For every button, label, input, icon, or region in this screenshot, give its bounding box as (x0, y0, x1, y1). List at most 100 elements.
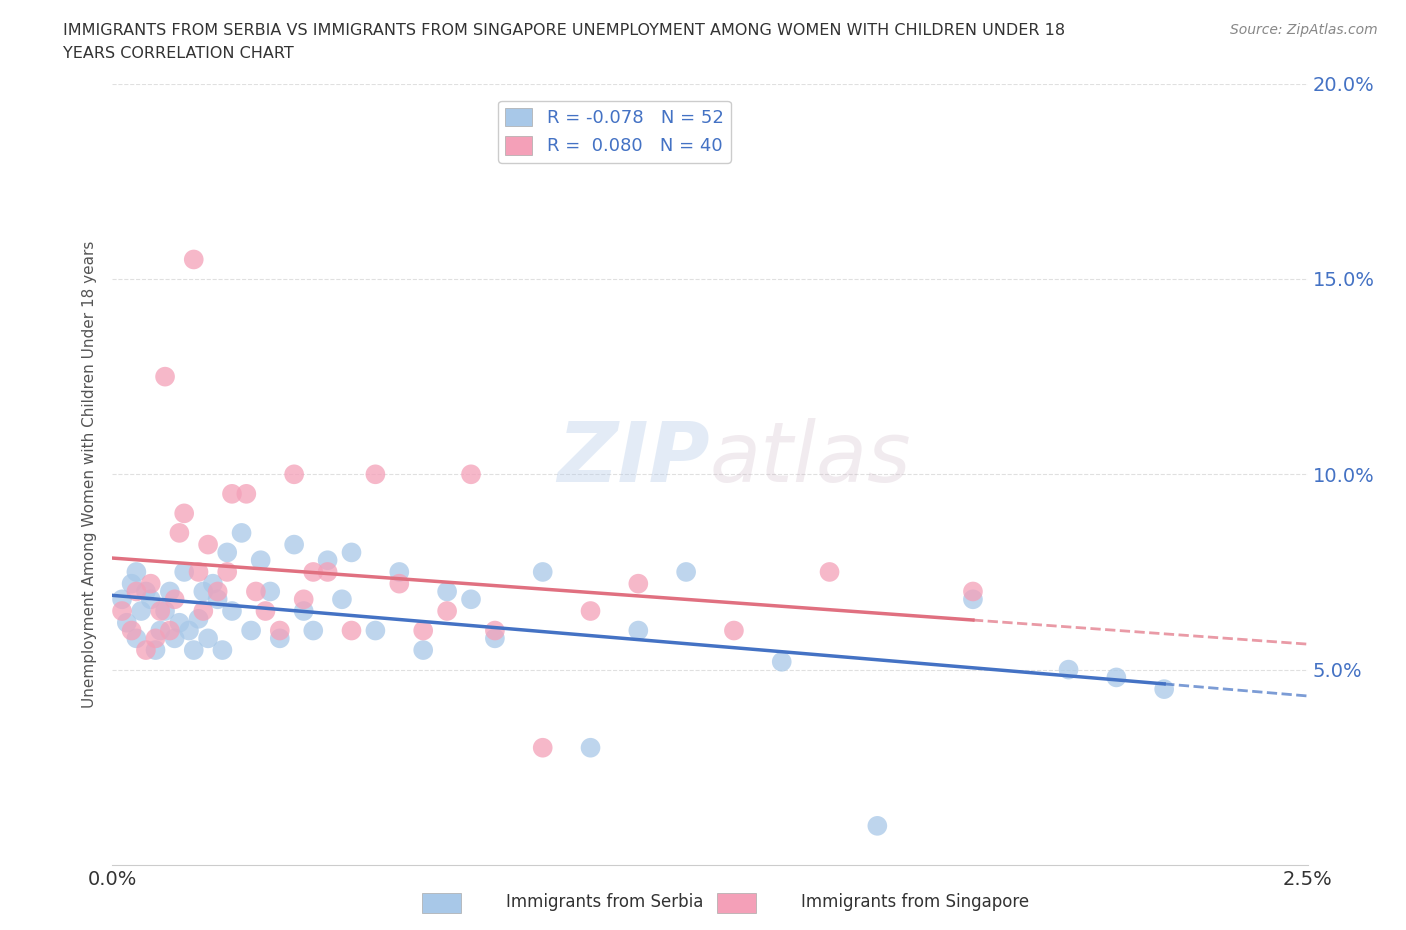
Point (207, 584, 229, 599)
Point (269, 623, 291, 638)
Point (436, 604, 458, 618)
Point (187, 611, 209, 626)
Point (145, 631, 167, 645)
Point (962, 591, 984, 606)
Point (193, 584, 215, 599)
Text: Source: ZipAtlas.com: Source: ZipAtlas.com (1230, 23, 1378, 37)
Point (121, 577, 143, 591)
Point (111, 591, 134, 606)
Point (412, 643, 434, 658)
Text: Immigrants from Serbia: Immigrants from Serbia (506, 893, 703, 910)
Point (153, 369, 176, 384)
Point (221, 486, 243, 501)
Point (866, 818, 889, 833)
Point (579, 740, 602, 755)
Point (316, 552, 339, 567)
Point (145, 643, 167, 658)
Point (627, 577, 650, 591)
Point (330, 591, 353, 606)
Legend: R = -0.078   N = 52, R =  0.080   N = 40: R = -0.078 N = 52, R = 0.080 N = 40 (498, 100, 731, 163)
Point (187, 565, 209, 579)
Point (340, 623, 363, 638)
Point (1153, 682, 1175, 697)
Point (153, 604, 176, 618)
Point (125, 631, 148, 645)
Text: ZIP: ZIP (557, 418, 710, 499)
Point (364, 623, 387, 638)
Point (177, 623, 200, 638)
Y-axis label: Unemployment Among Women with Children Under 18 years: Unemployment Among Women with Children U… (82, 241, 97, 708)
Point (197, 631, 219, 645)
Point (531, 565, 554, 579)
Point (163, 631, 186, 645)
Point (579, 604, 602, 618)
Point (283, 467, 305, 482)
Point (149, 623, 172, 638)
Point (436, 584, 458, 599)
Point (412, 623, 434, 638)
Point (302, 565, 325, 579)
Point (388, 577, 411, 591)
Point (259, 584, 281, 599)
Text: atlas: atlas (710, 418, 911, 499)
Point (169, 616, 191, 631)
Point (388, 565, 411, 579)
Point (1057, 662, 1080, 677)
Point (159, 584, 181, 599)
Point (201, 577, 224, 591)
Point (173, 506, 195, 521)
Point (135, 643, 157, 658)
Point (770, 655, 793, 670)
Point (316, 565, 339, 579)
Point (1105, 670, 1128, 684)
Point (211, 643, 233, 658)
Point (249, 552, 271, 567)
Point (121, 623, 143, 638)
Point (221, 604, 243, 618)
Text: IMMIGRANTS FROM SERBIA VS IMMIGRANTS FROM SINGAPORE UNEMPLOYMENT AMONG WOMEN WIT: IMMIGRANTS FROM SERBIA VS IMMIGRANTS FRO… (63, 23, 1066, 38)
Point (240, 623, 263, 638)
Point (149, 604, 172, 618)
Point (111, 604, 134, 618)
Point (207, 591, 229, 606)
Point (675, 565, 697, 579)
Point (139, 591, 162, 606)
Point (173, 565, 195, 579)
Text: Immigrants from Singapore: Immigrants from Singapore (801, 893, 1029, 910)
Point (254, 604, 277, 618)
Point (217, 565, 239, 579)
Point (460, 467, 482, 482)
Point (139, 577, 162, 591)
Point (135, 584, 157, 599)
Point (245, 584, 267, 599)
Point (235, 486, 257, 501)
Point (183, 252, 205, 267)
Point (163, 591, 186, 606)
Point (723, 623, 745, 638)
Point (340, 545, 363, 560)
Point (193, 604, 215, 618)
Point (292, 591, 315, 606)
Point (129, 604, 152, 618)
Point (125, 565, 148, 579)
Point (302, 623, 325, 638)
Point (169, 525, 191, 540)
Point (364, 467, 387, 482)
Point (115, 616, 138, 631)
Point (197, 538, 219, 552)
Point (962, 584, 984, 599)
Point (818, 565, 841, 579)
Point (159, 623, 181, 638)
Point (484, 631, 506, 645)
Point (292, 604, 315, 618)
Point (627, 623, 650, 638)
Point (283, 538, 305, 552)
Point (531, 740, 554, 755)
Point (460, 591, 482, 606)
Point (231, 525, 253, 540)
Point (217, 545, 239, 560)
Text: YEARS CORRELATION CHART: YEARS CORRELATION CHART (63, 46, 294, 61)
Point (183, 643, 205, 658)
Point (269, 631, 291, 645)
Point (125, 584, 148, 599)
